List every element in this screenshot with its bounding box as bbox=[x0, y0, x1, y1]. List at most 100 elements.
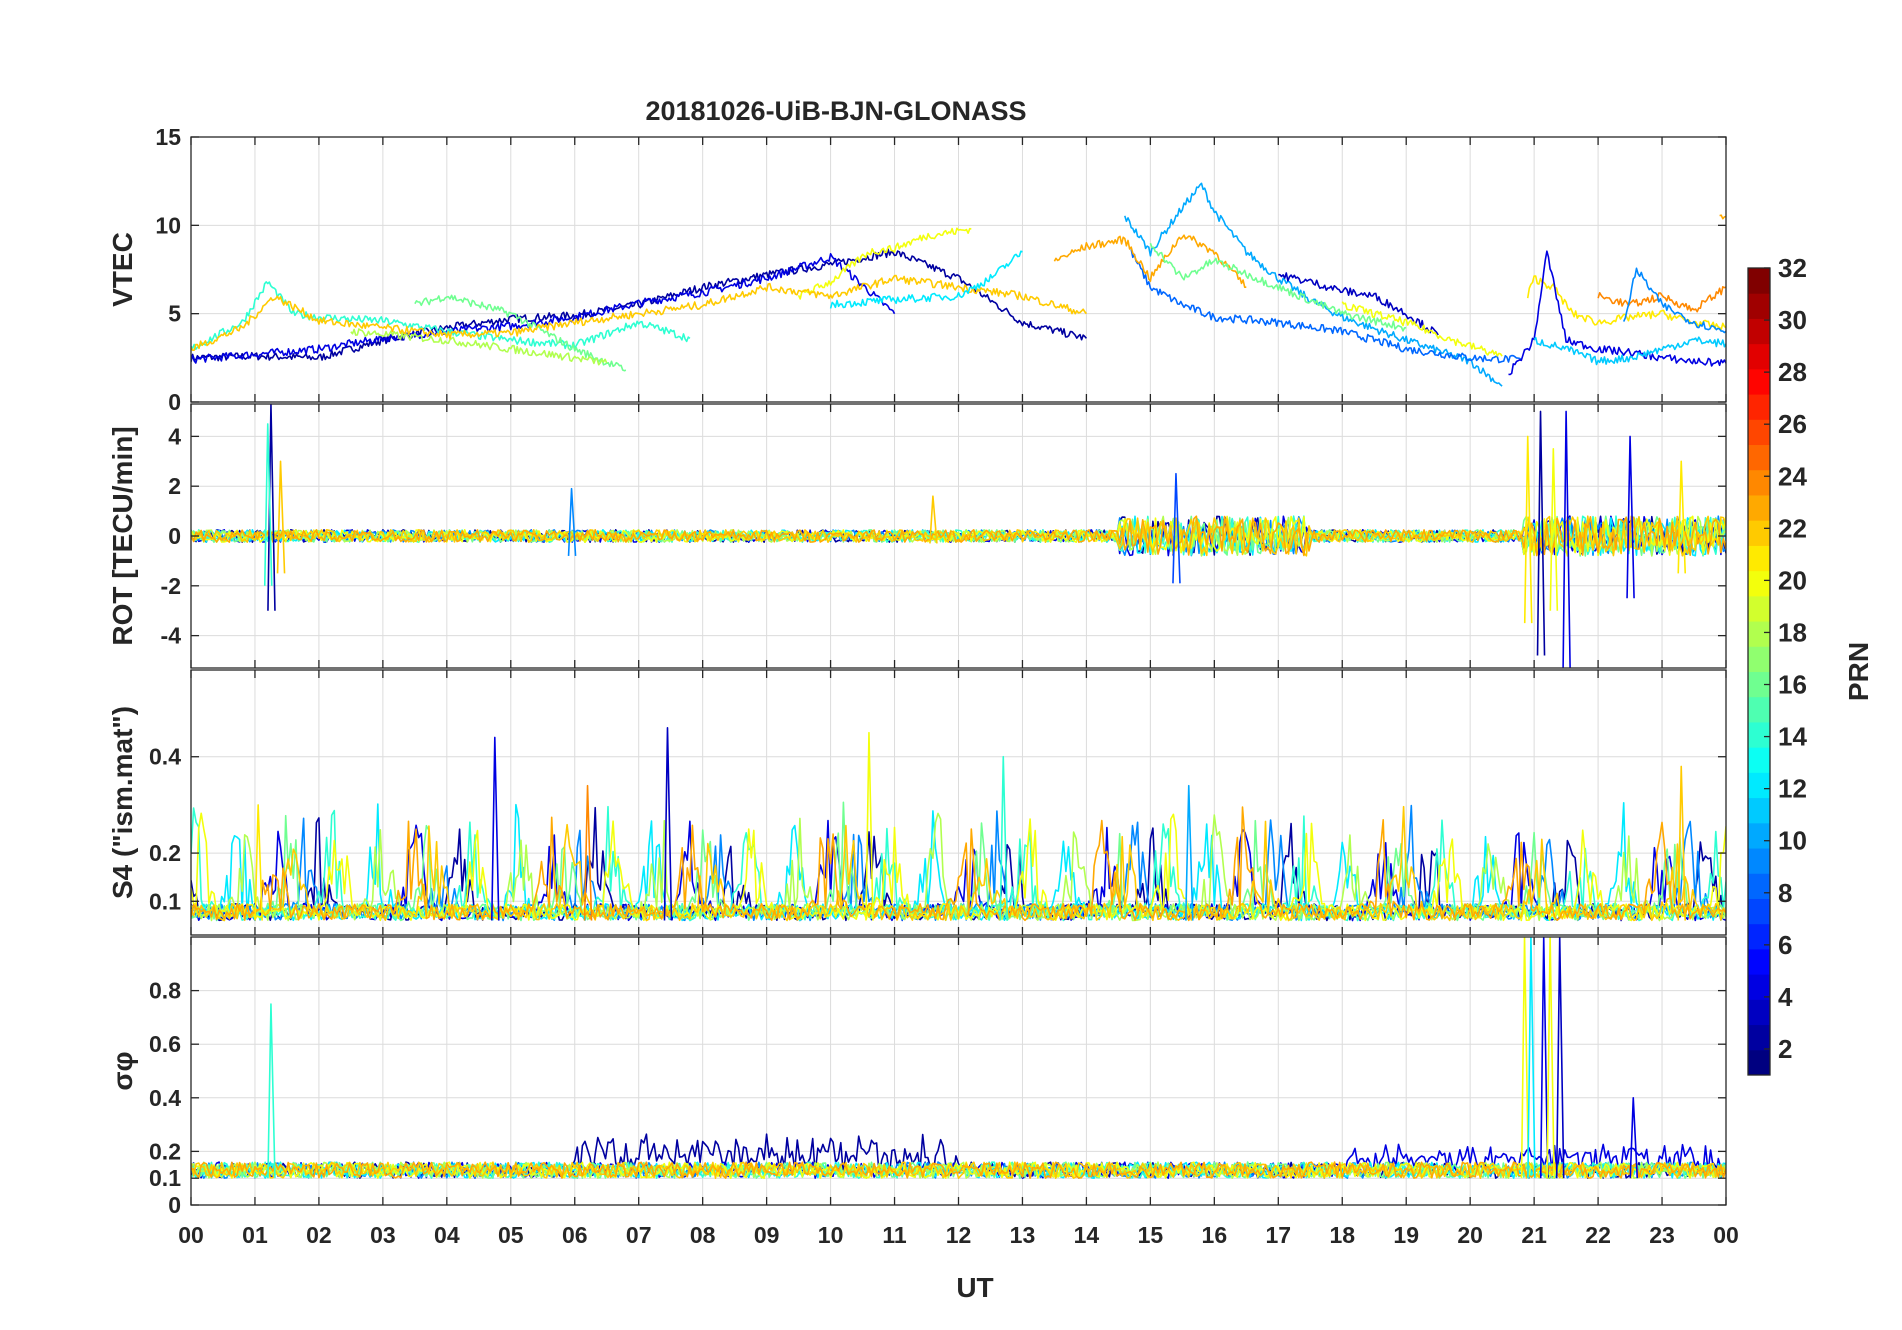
panel-2-ylabel: ROT [TECU/min] bbox=[107, 426, 138, 645]
vtec-trace-prn-2 bbox=[191, 248, 1088, 362]
x-tick-label: 01 bbox=[242, 1222, 268, 1248]
y-tick-label: 15 bbox=[155, 124, 181, 150]
x-tick-label: 23 bbox=[1649, 1222, 1675, 1248]
colorbar-tick-label: 10 bbox=[1778, 826, 1807, 856]
colorbar-tick-label: 8 bbox=[1778, 878, 1792, 908]
colorbar-swatch bbox=[1748, 621, 1770, 647]
spike-prn-4 bbox=[1562, 410, 1571, 668]
colorbar-swatch bbox=[1748, 343, 1770, 370]
colorbar-label: PRN bbox=[1843, 642, 1874, 701]
spike-prn-4 bbox=[1626, 435, 1635, 599]
vtec-trace-prn-24 bbox=[1597, 286, 1726, 313]
y-tick-label: -2 bbox=[161, 573, 181, 599]
spike-prn-22 bbox=[929, 495, 938, 544]
vtec-trace-prn-14 bbox=[191, 281, 691, 351]
y-tick-label: 0.1 bbox=[149, 888, 181, 914]
colorbar-swatch bbox=[1748, 469, 1770, 496]
vtec-trace-prn-3 bbox=[1278, 272, 1439, 336]
x-tick-label: 20 bbox=[1457, 1222, 1483, 1248]
spike-prn-10 bbox=[1184, 784, 1194, 921]
colorbar-tick-label: 14 bbox=[1778, 722, 1807, 752]
spike-prn-21 bbox=[254, 804, 263, 921]
y-tick-label: 0 bbox=[168, 1192, 181, 1218]
x-tick-label: 05 bbox=[498, 1222, 524, 1248]
x-tick-label: 06 bbox=[562, 1222, 588, 1248]
panel-4-trace-prn-23 bbox=[191, 1161, 1726, 1179]
colorbar-tick-label: 22 bbox=[1778, 513, 1807, 543]
vtec-trace-prn-23 bbox=[1053, 234, 1247, 288]
y-tick-label: -4 bbox=[161, 623, 182, 649]
colorbar-swatch bbox=[1748, 444, 1770, 471]
spike-prn-14 bbox=[263, 423, 273, 586]
vtec-trace-prn-20 bbox=[1341, 301, 1503, 357]
y-tick-label: 0.1 bbox=[149, 1165, 181, 1191]
y-tick-label: 0.4 bbox=[149, 1085, 181, 1111]
x-tick-label: 18 bbox=[1329, 1222, 1355, 1248]
x-tick-label: 10 bbox=[818, 1222, 844, 1248]
colorbar-swatch bbox=[1748, 595, 1770, 622]
panel-3-traces bbox=[191, 727, 1726, 922]
x-tick-label: 12 bbox=[946, 1222, 972, 1248]
x-tick-label: 08 bbox=[690, 1222, 716, 1248]
spike-prn-4 bbox=[1539, 937, 1549, 1179]
colorbar-swatch bbox=[1748, 570, 1770, 597]
vtec-trace-prn-12 bbox=[829, 250, 1023, 309]
spike-prn-9 bbox=[567, 487, 577, 556]
panel-4-ylabel: σφ bbox=[107, 1051, 138, 1090]
x-tick-label: 03 bbox=[370, 1222, 396, 1248]
y-tick-label: 0.2 bbox=[149, 840, 181, 866]
panel-4-traces bbox=[191, 937, 1726, 1179]
panel-3-ylabel: S4 ("ism.mat") bbox=[107, 706, 138, 899]
spike-prn-14 bbox=[267, 1003, 276, 1179]
colorbar-swatch bbox=[1748, 873, 1770, 899]
spike-prn-24 bbox=[583, 784, 593, 921]
chart-title: 20181026-UiB-BJN-GLONASS bbox=[645, 96, 1026, 126]
colorbar-swatch bbox=[1748, 822, 1770, 849]
panel-2-trace-prn-22 bbox=[191, 515, 1726, 557]
colorbar-swatch bbox=[1748, 293, 1770, 319]
spike-prn-4 bbox=[491, 736, 500, 921]
colorbar-swatch bbox=[1748, 419, 1770, 446]
spike-prn-22 bbox=[276, 460, 286, 574]
colorbar-swatch bbox=[1748, 671, 1770, 698]
vtec-trace-prn-11 bbox=[1533, 336, 1726, 366]
vtec-trace-prn-18 bbox=[350, 328, 608, 366]
x-tick-label: 15 bbox=[1138, 1222, 1164, 1248]
colorbar-tick-label: 32 bbox=[1778, 253, 1807, 283]
spike-prn-21 bbox=[1523, 435, 1533, 624]
vtec-trace-prn-9 bbox=[1622, 267, 1726, 334]
colorbar-swatch bbox=[1748, 494, 1770, 521]
colorbar-tick-label: 24 bbox=[1778, 461, 1807, 491]
x-tick-label: 07 bbox=[626, 1222, 652, 1248]
panel-3-trace-prn-20 bbox=[191, 812, 1726, 922]
spike-prn-2 bbox=[1536, 410, 1546, 656]
colorbar-tick-label: 20 bbox=[1778, 565, 1807, 595]
colorbar-tick-label: 2 bbox=[1778, 1034, 1792, 1064]
colorbar-tick-label: 12 bbox=[1778, 774, 1807, 804]
colorbar-swatch bbox=[1748, 1049, 1770, 1076]
vtec-trace-prn-22 bbox=[191, 274, 1088, 351]
colorbar-swatch bbox=[1748, 646, 1770, 672]
spike-prn-4 bbox=[1629, 1097, 1639, 1179]
x-tick-label: 17 bbox=[1265, 1222, 1291, 1248]
x-tick-label: 00 bbox=[178, 1222, 204, 1248]
panel-2-trace-prn-23 bbox=[191, 515, 1726, 557]
colorbar-swatch bbox=[1748, 318, 1770, 345]
y-tick-label: 0.2 bbox=[149, 1138, 181, 1164]
panel-1-ylabel: VTEC bbox=[107, 232, 138, 307]
vtec-trace-prn-8 bbox=[1130, 249, 1522, 364]
x-tick-label: 00 bbox=[1713, 1222, 1739, 1248]
colorbar-swatch bbox=[1748, 696, 1770, 723]
colorbar-swatch bbox=[1748, 772, 1770, 799]
colorbar-swatch bbox=[1748, 974, 1770, 1000]
colorbar-tick-label: 16 bbox=[1778, 670, 1807, 700]
spike-prn-3 bbox=[1555, 937, 1565, 1179]
colorbar-swatch bbox=[1748, 999, 1770, 1026]
colorbar-tick-label: 30 bbox=[1778, 305, 1807, 335]
spike-prn-21 bbox=[1677, 460, 1687, 574]
panel-1-traces bbox=[191, 182, 1726, 387]
spike-prn-20 bbox=[1520, 937, 1530, 1179]
spike-prn-20 bbox=[865, 731, 874, 921]
